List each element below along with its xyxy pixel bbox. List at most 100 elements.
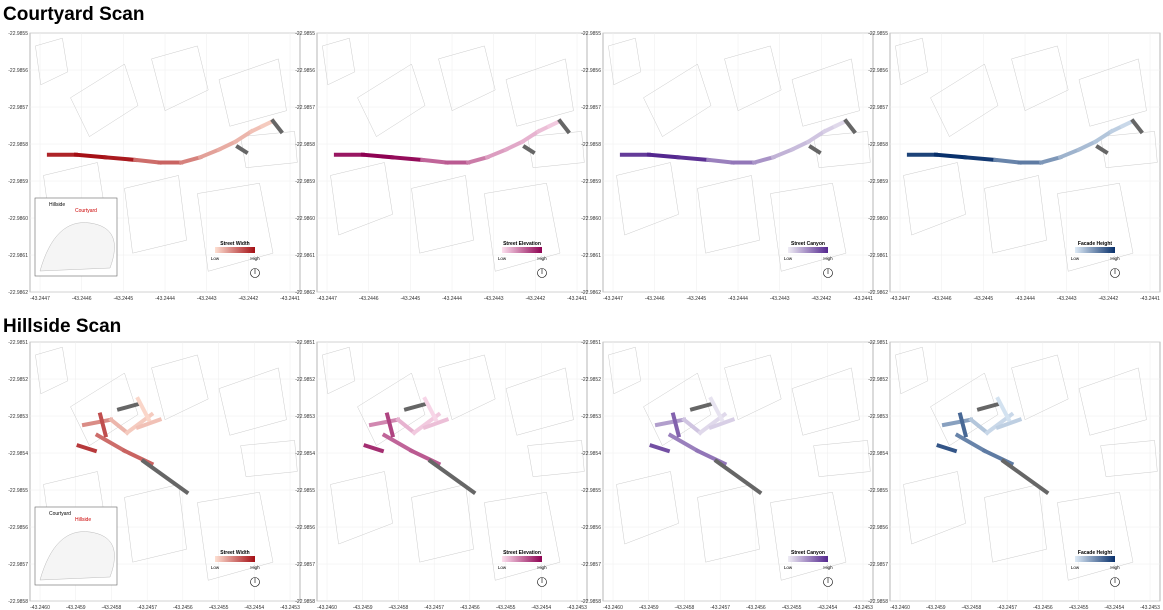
x-tick-label: -43.2445 [973,296,993,302]
street-segment [936,443,958,454]
street-segment [751,154,776,165]
y-tick-label: -22.9853 [295,414,315,420]
x-tick-label: -43.2458 [389,605,409,610]
building-outline [616,162,679,236]
building-outline [330,471,393,545]
y-tick-label: -22.9855 [8,31,28,37]
y-tick-label: -22.9860 [581,216,601,222]
building-outline [357,63,426,137]
street-segment [1076,139,1098,153]
building-outline [1078,367,1147,436]
y-tick-label: -22.9856 [295,68,315,74]
street-segment [503,139,525,153]
y-tick-label: -22.9854 [868,451,888,457]
street-segment [1000,458,1050,496]
x-tick-label: -43.2459 [353,605,373,610]
y-tick-label: -22.9860 [295,216,315,222]
x-tick-label: -43.2443 [484,296,504,302]
street-segment [390,155,425,163]
x-tick-label: -43.2447 [603,296,623,302]
legend-title: Street Width [220,550,249,556]
y-tick-label: -22.9856 [868,525,888,531]
street-segment [654,417,687,428]
street-segment [954,432,988,454]
legend-low-label: Low [211,565,220,570]
building-outline [151,45,209,112]
x-tick-label: -43.2458 [102,605,122,610]
street-segment [976,401,1001,412]
building-outline [70,372,139,446]
y-tick-label: -22.9858 [868,142,888,148]
x-tick-label: -43.2447 [317,296,337,302]
legend-title: Facade Height [1078,241,1113,247]
building-outline [124,484,187,563]
map-panel: -22.9851 -22.9852 -22.9853 -22.9854 -22.9855… [868,340,1161,610]
street-segment [667,432,701,454]
x-tick-label: -43.2457 [997,605,1017,610]
x-tick-label: -43.2458 [962,605,982,610]
legend-colorbar [502,556,542,562]
building-outline [438,354,496,421]
street-segment [770,146,795,160]
building-outline [791,367,860,436]
street-segment [76,443,98,454]
x-tick-label: -43.2460 [890,605,910,610]
legend-colorbar [502,247,542,253]
x-tick-label: -43.2446 [359,296,379,302]
x-tick-label: -43.2453 [280,605,300,610]
street-segment [805,128,828,145]
building-outline [35,346,69,395]
building-outline [505,367,574,436]
x-tick-label: -43.2457 [137,605,157,610]
y-tick-label: -22.9856 [868,68,888,74]
legend-colorbar [1075,556,1115,562]
y-tick-label: -22.9856 [8,525,28,531]
street-segment [649,443,671,454]
y-tick-label: -22.9853 [868,414,888,420]
legend-high-label: High [537,565,547,570]
legend-title: Street Width [220,241,249,247]
y-tick-label: -22.9857 [581,562,601,568]
x-tick-label: -43.2446 [72,296,92,302]
x-tick-label: -43.2444 [155,296,175,302]
x-tick-label: -43.2445 [686,296,706,302]
street-segment [706,157,735,165]
building-outline [903,471,966,545]
x-tick-label: -43.2446 [932,296,952,302]
y-tick-label: -22.9858 [868,599,888,605]
building-outline [411,484,474,563]
x-tick-label: -43.2443 [770,296,790,302]
building-outline [770,182,847,272]
building-outline [984,484,1047,563]
y-tick-label: -22.9862 [295,290,315,296]
building-outline [1100,131,1158,168]
street-segment [116,401,141,412]
building-outline [813,440,871,477]
building-outline [895,346,929,395]
street-segment [1130,118,1144,135]
x-tick-label: -43.2456 [1033,605,1053,610]
legend-colorbar [788,556,828,562]
building-outline [1057,182,1134,272]
y-tick-label: -22.9851 [581,340,601,346]
legend-title: Facade Height [1078,550,1113,556]
x-tick-label: -43.2457 [710,605,730,610]
y-tick-label: -22.9859 [295,179,315,185]
building-outline [903,162,966,236]
y-tick-label: -22.9854 [295,451,315,457]
building-outline [724,45,782,112]
street-segment [522,144,536,155]
street-segment [81,417,114,428]
y-tick-label: -22.9856 [581,525,601,531]
y-tick-label: -22.9858 [8,142,28,148]
x-tick-label: -43.2442 [525,296,545,302]
street-segment [670,412,682,438]
street-segment [420,157,449,165]
x-tick-label: -43.2459 [66,605,86,610]
y-tick-label: -22.9855 [8,488,28,494]
x-tick-label: -43.2441 [280,296,300,302]
building-outline [322,37,356,86]
x-tick-label: -43.2455 [209,605,229,610]
building-outline [770,491,847,581]
